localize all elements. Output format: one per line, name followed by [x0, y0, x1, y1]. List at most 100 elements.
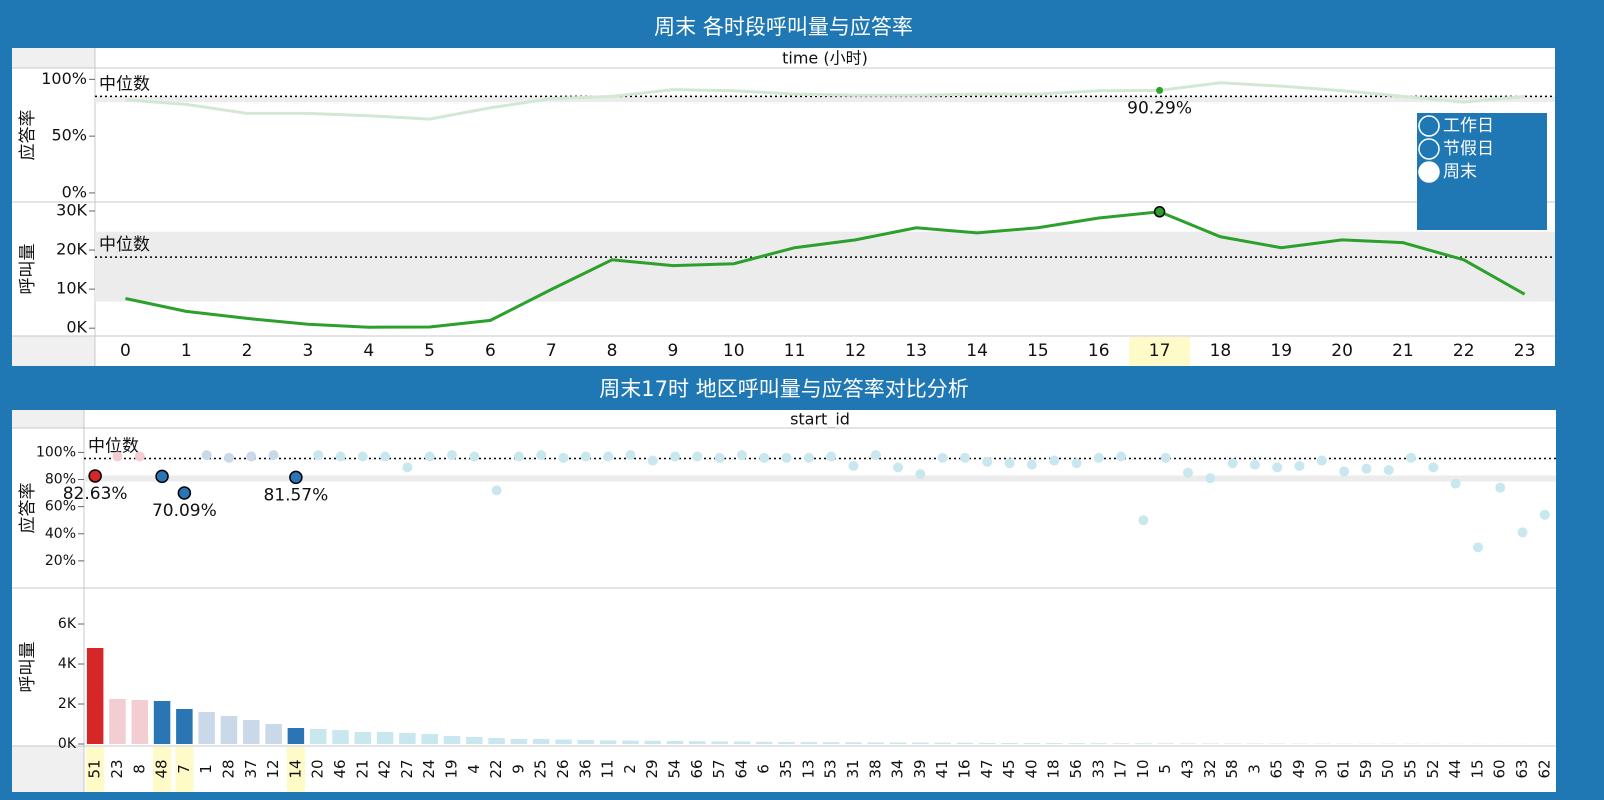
x-tick-label: 26 [554, 759, 572, 778]
y-tick-label: 0K [66, 318, 87, 337]
point [1450, 478, 1461, 489]
highlight-cell [152, 747, 172, 792]
x-tick-label: 36 [576, 759, 594, 778]
bar [1224, 743, 1241, 744]
x-tick-label: 28 [219, 759, 237, 778]
point [558, 452, 569, 463]
point [736, 450, 747, 461]
median-label: 中位数 [88, 437, 139, 457]
point [1156, 86, 1164, 94]
bar [532, 739, 550, 744]
bar [979, 742, 996, 744]
line [125, 210, 1526, 329]
chart-title: 周末 各时段呼叫量与应答率 [654, 15, 913, 39]
bar [1202, 743, 1219, 744]
x-tick-label: 1 [181, 341, 192, 361]
x-axis-title: time (小时) [782, 49, 868, 68]
reference-band [84, 475, 1556, 482]
highlight-cell [286, 747, 306, 792]
bar [733, 741, 751, 744]
point [1227, 458, 1238, 469]
y-tick-label: 60% [45, 499, 76, 515]
x-tick-label: 58 [1223, 759, 1241, 778]
header-left-cell [12, 48, 95, 68]
point [603, 451, 614, 462]
point [155, 469, 169, 484]
y-tick-label: 10K [56, 279, 87, 298]
legend-item[interactable]: 节假日 [1443, 139, 1494, 159]
bar [332, 730, 349, 744]
x-tick-label: 1 [197, 764, 215, 774]
bar [555, 739, 572, 744]
x-tick-label: 23 [1514, 341, 1536, 361]
point [1249, 459, 1260, 470]
x-tick-label: 18 [1210, 341, 1232, 361]
x-tick-label: 61 [1335, 759, 1353, 778]
bar [109, 699, 126, 744]
legend-item[interactable]: 周末 [1443, 162, 1477, 182]
point [1153, 206, 1166, 218]
x-tick-label: 16 [955, 759, 973, 778]
x-tick-label: 66 [688, 759, 706, 778]
bar [845, 742, 862, 744]
point [268, 450, 279, 461]
bar [376, 732, 394, 744]
point [714, 452, 725, 463]
x-tick-label: 6 [755, 764, 773, 774]
bar [287, 728, 305, 744]
legend-radio[interactable] [1418, 161, 1440, 183]
legend-radio[interactable] [1418, 115, 1440, 137]
legend-radio[interactable] [1418, 138, 1440, 160]
line [125, 81, 1525, 121]
bar [198, 712, 215, 744]
x-tick-label: 4 [465, 764, 483, 774]
x-tick-label: 31 [844, 759, 862, 778]
point [424, 451, 435, 462]
x-tick-label: 33 [1089, 759, 1107, 778]
x-tick-label: 22 [1453, 341, 1475, 361]
point [223, 452, 234, 463]
x-tick-label: 64 [732, 759, 750, 778]
x-tick-label: 2 [621, 764, 639, 774]
y-axis-title: 应答率 [18, 483, 38, 534]
x-tick-label: 12 [264, 759, 282, 778]
bar [956, 742, 974, 744]
point [915, 469, 926, 480]
x-tick-label: 49 [1290, 759, 1308, 778]
x-tick-label: 10 [1134, 759, 1152, 778]
x-tick-label: 19 [1270, 341, 1292, 361]
point [88, 469, 102, 483]
y-axis-title: 呼叫量 [18, 244, 38, 295]
point [289, 470, 303, 485]
x-tick-label: 55 [1402, 759, 1420, 778]
y-tick-label: 20% [45, 553, 76, 569]
bar [934, 742, 951, 744]
bar [1112, 743, 1130, 744]
bar [265, 724, 282, 744]
y-tick-label: 0% [62, 182, 87, 201]
bar [153, 701, 171, 744]
x-tick-label: 56 [1067, 759, 1085, 778]
bar [867, 742, 885, 744]
bar [1045, 743, 1063, 744]
point [447, 450, 457, 461]
point [1026, 459, 1037, 470]
point [536, 450, 547, 461]
x-tick-label: 10 [723, 341, 745, 361]
legend-item[interactable]: 工作日 [1443, 116, 1494, 136]
point [1316, 455, 1327, 466]
x-tick-label: 24 [420, 759, 438, 778]
x-tick-label: 21 [1392, 341, 1414, 361]
x-tick-label: 20 [1331, 341, 1353, 361]
x-tick-label: 22 [487, 759, 505, 778]
x-tick-label: 20 [309, 759, 327, 778]
x-tick-label: 17 [1149, 341, 1171, 361]
x-tick-label: 25 [532, 759, 550, 778]
point [1406, 452, 1417, 463]
bar [131, 700, 149, 744]
x-tick-label: 5 [424, 341, 435, 361]
value-label: 82.63% [63, 484, 128, 504]
y-tick-label: 40% [45, 526, 76, 542]
